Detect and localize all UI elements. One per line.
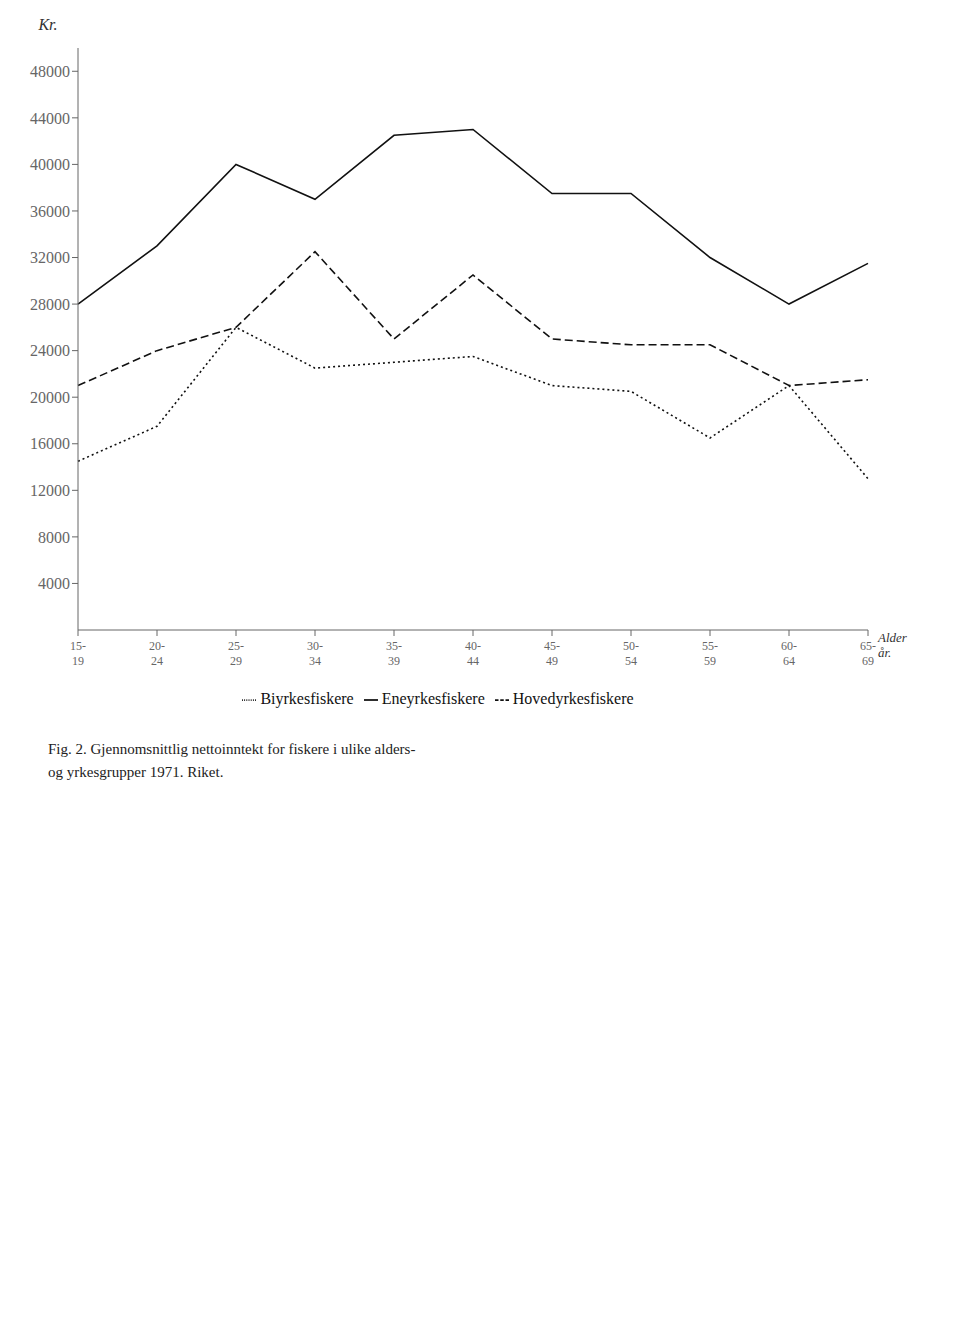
svg-text:35-39: 35-39	[386, 639, 402, 668]
svg-text:20-24: 20-24	[149, 639, 165, 668]
svg-text:65-69: 65-69	[860, 639, 876, 668]
svg-text:45-49: 45-49	[544, 639, 560, 668]
svg-text:25-29: 25-29	[228, 639, 244, 668]
svg-text:44000: 44000	[30, 110, 70, 127]
svg-text:60-64: 60-64	[781, 639, 797, 668]
html-text:Hovedyrkesfiskere: Hovedyrkesfiskere	[512, 690, 634, 707]
svg-text:4000: 4000	[38, 575, 70, 592]
svg-text:16000: 16000	[30, 435, 70, 452]
svg-text:30-34: 30-34	[307, 639, 323, 668]
svg-text:8000: 8000	[38, 529, 70, 546]
svg-text:20000: 20000	[30, 389, 70, 406]
html-text:Biyrkesfiskere: Biyrkesfiskere	[260, 690, 354, 707]
html-text:Eneyrkesfiskere: Eneyrkesfiskere	[381, 690, 485, 707]
svg-text:40-44: 40-44	[465, 639, 481, 668]
html-text:Fig. 2. Gjennomsnittlig nettoi: Fig. 2. Gjennomsnittlig nettoinntekt for…	[48, 741, 416, 780]
svg-text:36000: 36000	[30, 203, 70, 220]
svg-text:55-59: 55-59	[702, 639, 718, 668]
svg-text:32000: 32000	[30, 249, 70, 266]
svg-text:Kr.: Kr.	[37, 16, 57, 33]
svg-text:15-19: 15-19	[70, 639, 86, 668]
svg-text:48000: 48000	[30, 63, 70, 80]
svg-text:50-54: 50-54	[623, 639, 639, 668]
svg-text:12000: 12000	[30, 482, 70, 499]
svg-text:40000: 40000	[30, 156, 70, 173]
svg-text:28000: 28000	[30, 296, 70, 313]
svg-text:Alderår.: Alderår.	[877, 630, 908, 660]
svg-text:24000: 24000	[30, 342, 70, 359]
